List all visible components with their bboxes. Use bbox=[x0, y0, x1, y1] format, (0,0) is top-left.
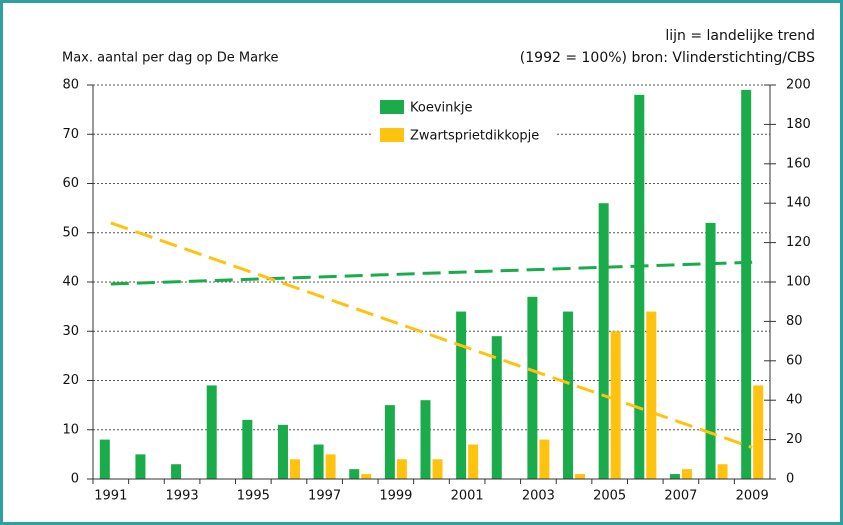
bar bbox=[646, 311, 657, 479]
y-tick-label: 30 bbox=[62, 324, 79, 339]
y-tick-label: 80 bbox=[62, 78, 79, 93]
bar bbox=[527, 296, 538, 479]
bar bbox=[242, 419, 253, 479]
bar bbox=[717, 464, 728, 479]
annotation: (1992 = 100%) bron: Vlinderstichting/CBS bbox=[520, 50, 815, 66]
annotation: lijn = landelijke trend bbox=[665, 28, 815, 44]
bar bbox=[396, 459, 407, 479]
y-tick-label: 20 bbox=[62, 373, 79, 388]
x-tick-label: 1993 bbox=[166, 489, 199, 504]
y2-tick-label: 40 bbox=[786, 393, 803, 408]
bar bbox=[563, 311, 574, 479]
legend-label: Koevinkje bbox=[410, 101, 473, 116]
legend-swatch bbox=[380, 100, 404, 114]
bar bbox=[277, 424, 288, 479]
bar bbox=[432, 459, 443, 479]
y-tick-label: 70 bbox=[62, 127, 79, 142]
x-tick-label: 2005 bbox=[593, 489, 626, 504]
x-tick-label: 2009 bbox=[736, 489, 769, 504]
y2-tick-label: 200 bbox=[786, 78, 811, 93]
bar bbox=[741, 89, 752, 480]
y2-tick-label: 180 bbox=[786, 117, 811, 132]
x-tick-label: 2003 bbox=[522, 489, 555, 504]
legend-swatch bbox=[380, 128, 404, 142]
bar bbox=[384, 405, 395, 479]
bar bbox=[753, 385, 764, 479]
y-tick-label: 50 bbox=[62, 225, 79, 240]
bar bbox=[313, 444, 324, 479]
y2-tick-label: 80 bbox=[786, 314, 803, 329]
bar bbox=[171, 464, 182, 479]
y2-tick-label: 140 bbox=[786, 196, 811, 211]
legend-label: Zwartsprietdikkopje bbox=[410, 129, 539, 144]
bar bbox=[456, 311, 467, 479]
chart-title: Max. aantal per dag op De Marke bbox=[62, 51, 279, 66]
y2-tick-label: 100 bbox=[786, 275, 811, 290]
y2-tick-label: 120 bbox=[786, 235, 811, 250]
bar bbox=[705, 222, 716, 479]
bar bbox=[325, 454, 336, 479]
x-tick-label: 1995 bbox=[237, 489, 270, 504]
y2-tick-label: 0 bbox=[786, 472, 794, 487]
y-tick-label: 60 bbox=[62, 176, 79, 191]
bar bbox=[681, 469, 692, 479]
bar bbox=[539, 439, 550, 479]
bar bbox=[349, 469, 360, 479]
bar bbox=[669, 474, 680, 479]
bar bbox=[135, 454, 146, 479]
x-tick-label: 1991 bbox=[94, 489, 127, 504]
x-tick-label: 1997 bbox=[308, 489, 341, 504]
y2-tick-label: 60 bbox=[786, 353, 803, 368]
bar bbox=[468, 444, 479, 479]
x-tick-label: 2007 bbox=[664, 489, 697, 504]
bar bbox=[206, 385, 217, 479]
y2-tick-label: 160 bbox=[786, 156, 811, 171]
y2-tick-label: 20 bbox=[786, 432, 803, 447]
bar bbox=[598, 203, 609, 479]
bar bbox=[491, 336, 502, 479]
trend-line bbox=[110, 260, 753, 286]
trend-line bbox=[110, 221, 753, 449]
bar bbox=[634, 94, 645, 479]
bar bbox=[575, 474, 586, 479]
bar bbox=[289, 459, 300, 479]
bar bbox=[420, 400, 431, 479]
x-tick-label: 2001 bbox=[451, 489, 484, 504]
bar bbox=[361, 474, 372, 479]
y-tick-label: 0 bbox=[71, 472, 79, 487]
y-tick-label: 10 bbox=[62, 422, 79, 437]
x-tick-label: 1999 bbox=[379, 489, 412, 504]
bar bbox=[99, 439, 110, 479]
y-tick-label: 40 bbox=[62, 275, 79, 290]
bar bbox=[610, 331, 621, 479]
